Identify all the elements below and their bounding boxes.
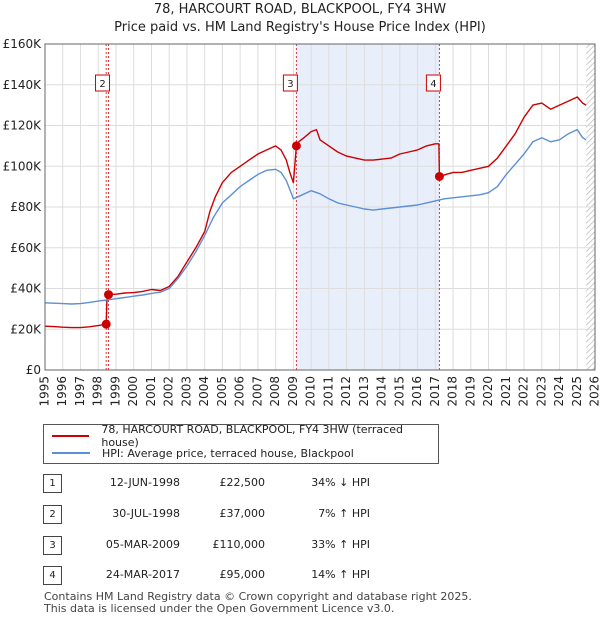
x-tick-label: 1995 [38,376,52,407]
x-tick-label: 2008 [268,376,282,407]
chart-marker-box [95,74,111,92]
transaction-date: 12-JUN-1998 [109,476,180,489]
price-chart: 2 3 4 £0 £20K £40K £60K £80K £100K £120K £140K £160… [3,37,600,407]
chart-marker-label: 4 [430,79,436,90]
footer-licence: This data is licensed under the Open Gov… [44,602,395,615]
chart-marker-3: 3 [282,74,298,92]
legend-label-hpi: HPI: Average price, terraced house, Blac… [102,446,354,460]
y-tick-label: £100K [3,159,43,173]
transaction-point [291,141,301,151]
x-tick-label: 1999 [108,376,122,407]
x-tick-label: 2003 [179,376,193,407]
x-tick-label: 2013 [357,376,371,407]
x-tick-label: 2004 [197,376,211,407]
x-tick-label: 2011 [321,376,335,407]
transaction-date: 24-MAR-2017 [105,568,180,581]
x-tick-label: 2006 [233,376,247,407]
transaction-number: 1 [43,474,62,493]
x-tick-label: 2018 [446,376,460,407]
x-tick-label: 1997 [73,376,87,407]
x-tick-label: 2005 [215,376,229,407]
chart-title: 78, HARCOURT ROAD, BLACKPOOL, FY4 3HW [153,2,447,17]
y-tick-label: £0 [26,363,41,377]
chart-marker-2: 2 [95,74,111,92]
property-price-line [44,96,587,329]
y-tick-label: £140K [3,78,43,92]
transaction-hpi-diff: 34% ↓ HPI [311,476,370,489]
y-tick-label: £80K [10,200,42,214]
x-tick-label: 2010 [304,376,318,407]
x-tick-label: 1998 [91,376,105,407]
x-tick-label: 2007 [250,376,264,407]
legend-swatch-property [52,435,90,437]
x-tick-label: 2000 [126,376,140,407]
x-tick-label: 2023 [534,376,548,407]
transaction-number: 2 [43,505,62,524]
x-tick-label: 2016 [410,376,424,407]
x-tick-label: 2009 [286,376,300,407]
transaction-point [434,171,444,181]
transaction-number: 4 [43,566,62,585]
y-tick-label: £160K [3,37,43,51]
chart-marker-label: 2 [99,79,105,90]
x-tick-label: 2025 [570,376,584,407]
transaction-price: £95,000 [219,568,266,581]
x-tick-label: 2026 [588,376,600,407]
chart-marker-box [425,74,441,92]
x-tick-label: 2021 [499,376,513,407]
x-tick-label: 2022 [517,376,531,407]
legend: 78, HARCOURT ROAD, BLACKPOOL, FY4 3HW (t… [43,423,439,464]
transaction-number: 3 [43,536,62,555]
x-tick-label: 2024 [552,376,566,407]
footer-copyright: Contains HM Land Registry data © Crown c… [44,590,472,603]
x-tick-label: 2001 [144,376,158,407]
legend-swatch-hpi [52,452,90,454]
x-tick-label: 1996 [55,376,69,407]
x-tick-label: 2015 [392,376,406,407]
x-tick-label: 2012 [339,376,353,407]
transaction-hpi-diff: 7% ↑ HPI [318,507,370,520]
transaction-price: £110,000 [212,538,266,551]
chart-marker-box [282,74,298,92]
transaction-hpi-diff: 33% ↑ HPI [311,538,370,551]
plot-frame [44,43,596,371]
y-tick-label: £120K [3,119,43,133]
legend-entry-property: 78, HARCOURT ROAD, BLACKPOOL, FY4 3HW (t… [52,423,438,449]
transaction-point [104,290,114,300]
transaction-point [101,319,111,329]
x-tick-label: 2019 [463,376,477,407]
x-tick-label: 2020 [481,376,495,407]
legend-label-property: 78, HARCOURT ROAD, BLACKPOOL, FY4 3HW (t… [101,423,403,449]
x-tick-label: 2017 [428,376,442,407]
transaction-price: £37,000 [219,507,266,520]
x-tick-label: 2002 [162,376,176,407]
transaction-date: 30-JUL-1998 [112,507,180,520]
chart-marker-4: 4 [425,74,441,92]
chart-marker-label: 3 [287,79,293,90]
transaction-price: £22,500 [219,476,266,489]
transaction-hpi-diff: 14% ↑ HPI [311,568,370,581]
hpi-line [44,128,587,305]
chart-subtitle: Price paid vs. HM Land Registry's House … [114,20,486,35]
y-tick-label: £20K [10,322,42,336]
x-tick-label: 2014 [375,376,389,407]
transaction-date: 05-MAR-2009 [105,538,180,551]
y-tick-label: £40K [10,282,42,296]
legend-entry-hpi: HPI: Average price, terraced house, Blac… [52,445,354,461]
y-tick-label: £60K [10,241,42,255]
